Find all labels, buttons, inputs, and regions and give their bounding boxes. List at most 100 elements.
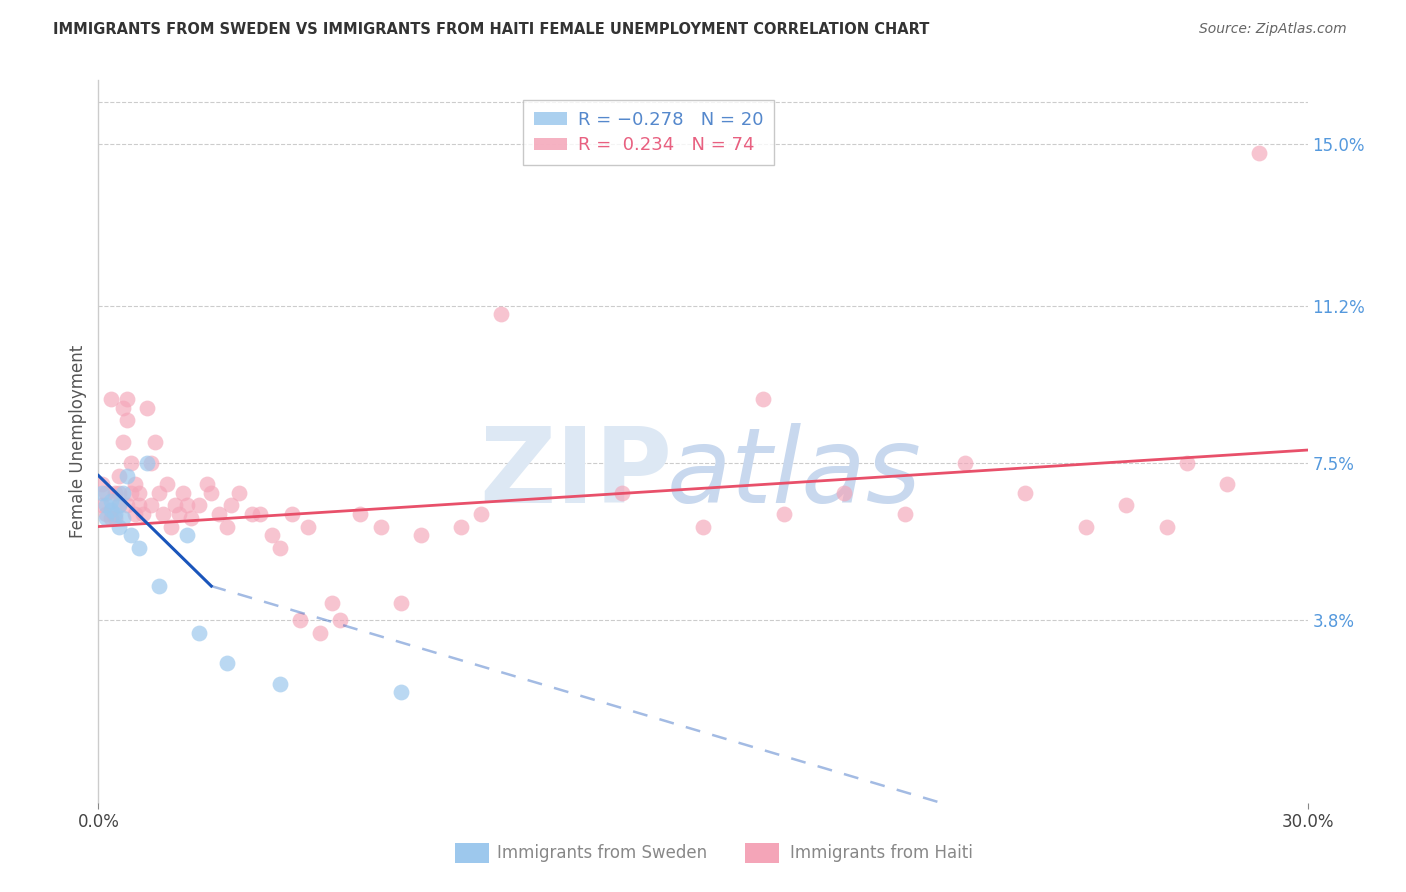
Point	[188, 625, 211, 640]
Legend: R = −0.278   N = 20, R =  0.234   N = 74: R = −0.278 N = 20, R = 0.234 N = 74	[523, 100, 773, 165]
Point	[91, 485, 114, 500]
Point	[156, 477, 179, 491]
Point	[160, 519, 183, 533]
Point	[281, 507, 304, 521]
Point	[152, 507, 174, 521]
Point	[172, 485, 194, 500]
Point	[96, 511, 118, 525]
Point	[107, 498, 129, 512]
Point	[176, 498, 198, 512]
Point	[349, 507, 371, 521]
Point	[148, 485, 170, 500]
Point	[195, 477, 218, 491]
Point	[120, 485, 142, 500]
Y-axis label: Female Unemployment: Female Unemployment	[69, 345, 87, 538]
Point	[103, 511, 125, 525]
Point	[188, 498, 211, 512]
Point	[692, 519, 714, 533]
Text: Source: ZipAtlas.com: Source: ZipAtlas.com	[1199, 22, 1347, 37]
Point	[208, 507, 231, 521]
Point	[1216, 477, 1239, 491]
Point	[176, 528, 198, 542]
Point	[124, 477, 146, 491]
Point	[260, 528, 283, 542]
Point	[143, 434, 166, 449]
FancyBboxPatch shape	[456, 843, 489, 863]
Point	[240, 507, 263, 521]
Point	[107, 498, 129, 512]
Point	[221, 498, 243, 512]
Point	[1074, 519, 1097, 533]
Point	[288, 613, 311, 627]
Point	[297, 519, 319, 533]
Text: Immigrants from Haiti: Immigrants from Haiti	[790, 845, 973, 863]
Point	[612, 485, 634, 500]
Point	[1014, 485, 1036, 500]
Point	[409, 528, 432, 542]
Point	[115, 392, 138, 406]
Point	[228, 485, 250, 500]
Point	[389, 596, 412, 610]
Point	[893, 507, 915, 521]
Text: Immigrants from Sweden: Immigrants from Sweden	[498, 845, 707, 863]
Point	[1249, 145, 1271, 160]
Point	[1156, 519, 1178, 533]
Point	[132, 507, 155, 521]
Point	[167, 507, 190, 521]
Point	[120, 528, 142, 542]
Point	[370, 519, 392, 533]
Point	[217, 519, 239, 533]
Point	[329, 613, 352, 627]
Point	[96, 498, 118, 512]
Point	[450, 519, 472, 533]
Point	[115, 498, 138, 512]
Point	[148, 579, 170, 593]
Point	[107, 485, 129, 500]
Point	[128, 541, 150, 555]
Point	[1175, 456, 1198, 470]
Point	[321, 596, 343, 610]
Point	[269, 541, 291, 555]
Point	[128, 485, 150, 500]
Point	[111, 401, 134, 415]
Point	[180, 511, 202, 525]
Point	[120, 456, 142, 470]
Point	[111, 511, 134, 525]
Point	[115, 468, 138, 483]
Point	[91, 477, 114, 491]
Point	[200, 485, 222, 500]
Text: ZIP: ZIP	[479, 423, 672, 525]
Point	[107, 468, 129, 483]
Point	[103, 485, 125, 500]
Point	[96, 507, 118, 521]
Point	[111, 485, 134, 500]
FancyBboxPatch shape	[745, 843, 779, 863]
Point	[128, 498, 150, 512]
Point	[309, 625, 332, 640]
Point	[470, 507, 492, 521]
Point	[139, 456, 162, 470]
Point	[752, 392, 775, 406]
Point	[124, 507, 146, 521]
Point	[217, 656, 239, 670]
Point	[100, 494, 122, 508]
Point	[107, 519, 129, 533]
Text: IMMIGRANTS FROM SWEDEN VS IMMIGRANTS FROM HAITI FEMALE UNEMPLOYMENT CORRELATION : IMMIGRANTS FROM SWEDEN VS IMMIGRANTS FRO…	[53, 22, 929, 37]
Point	[953, 456, 976, 470]
Point	[135, 401, 157, 415]
Point	[100, 502, 122, 516]
Text: atlas: atlas	[666, 423, 921, 525]
Point	[91, 498, 114, 512]
Point	[135, 456, 157, 470]
Point	[111, 434, 134, 449]
Point	[389, 685, 412, 699]
Point	[832, 485, 855, 500]
Point	[100, 392, 122, 406]
Point	[103, 507, 125, 521]
Point	[96, 485, 118, 500]
Point	[163, 498, 186, 512]
Point	[772, 507, 794, 521]
Point	[100, 511, 122, 525]
Point	[115, 413, 138, 427]
Point	[139, 498, 162, 512]
